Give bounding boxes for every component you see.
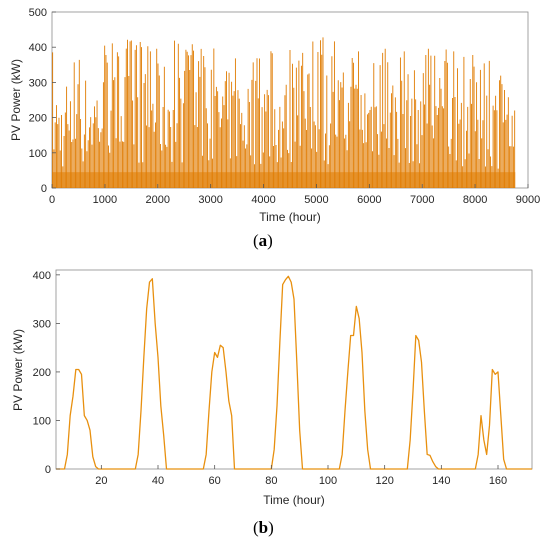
chart-b-x-tick-label: 80 — [265, 475, 277, 487]
chart-a: 0 1000 2000 3000 4000 5000 6000 7000 8000 9000 0 1… — [9, 7, 540, 224]
chart-a-y-tick-label: 100 — [29, 148, 47, 160]
chart-b-y-tick-label: 300 — [33, 318, 51, 330]
chart-a-y-tick-label: 400 — [29, 42, 47, 54]
chart-b-x-tick-label: 20 — [95, 475, 107, 487]
chart-a-y-tick-label: 500 — [29, 7, 47, 19]
chart-a-y-tick-label: 300 — [29, 77, 47, 89]
panel-label-b: (b) — [253, 518, 274, 537]
chart-b-series — [56, 275, 532, 470]
chart-b-y-tick-label: 400 — [33, 270, 51, 282]
chart-a-series — [52, 37, 516, 188]
panel-label-a: (a) — [253, 231, 273, 250]
chart-b-x-tick-label: 160 — [489, 475, 507, 487]
chart-a-x-tick-label: 4000 — [251, 194, 275, 206]
chart-a-x-tick-label: 7000 — [410, 194, 434, 206]
chart-a-x-tick-label: 1000 — [93, 194, 117, 206]
chart-a-y-tick-label: 0 — [41, 183, 47, 195]
chart-b-y-ticks: 0 100 200 300 400 — [33, 270, 60, 476]
chart-b: 20 40 60 80 100 120 140 160 0 100 200 300 400 Time … — [11, 269, 533, 507]
chart-a-x-ticks: 0 1000 2000 3000 4000 5000 6000 7000 8000 9000 — [49, 184, 540, 206]
chart-a-series-base — [52, 172, 516, 188]
chart-a-x-tick-label: 5000 — [304, 194, 328, 206]
chart-b-y-tick-label: 0 — [45, 464, 51, 476]
chart-b-x-ticks: 20 40 60 80 100 120 140 160 — [95, 465, 507, 487]
chart-b-y-tick-label: 200 — [33, 367, 51, 379]
chart-b-y-axis-label: PV Power (kW) — [11, 329, 25, 411]
chart-a-x-tick-label: 2000 — [146, 194, 170, 206]
chart-a-y-ticks: 0 100 200 300 400 500 — [29, 7, 56, 195]
chart-a-x-tick-label: 6000 — [357, 194, 381, 206]
chart-a-x-tick-label: 8000 — [463, 194, 487, 206]
chart-b-x-axis-label: Time (hour) — [263, 493, 325, 507]
chart-b-x-tick-label: 120 — [375, 475, 393, 487]
chart-a-x-tick-label: 0 — [49, 194, 55, 206]
chart-b-x-tick-label: 60 — [209, 475, 221, 487]
chart-a-x-axis-label: Time (hour) — [259, 210, 321, 224]
chart-a-x-tick-label: 3000 — [198, 194, 222, 206]
chart-a-x-tick-label: 9000 — [516, 194, 540, 206]
chart-b-x-tick-label: 40 — [152, 475, 164, 487]
chart-a-y-tick-label: 200 — [29, 113, 47, 125]
chart-b-x-tick-label: 100 — [319, 475, 337, 487]
chart-a-y-axis-label: PV Power (kW) — [9, 59, 23, 141]
chart-b-series-line — [56, 275, 532, 470]
chart-b-y-tick-label: 100 — [33, 415, 51, 427]
chart-a-series-line — [52, 37, 516, 188]
chart-b-x-tick-label: 140 — [432, 475, 450, 487]
